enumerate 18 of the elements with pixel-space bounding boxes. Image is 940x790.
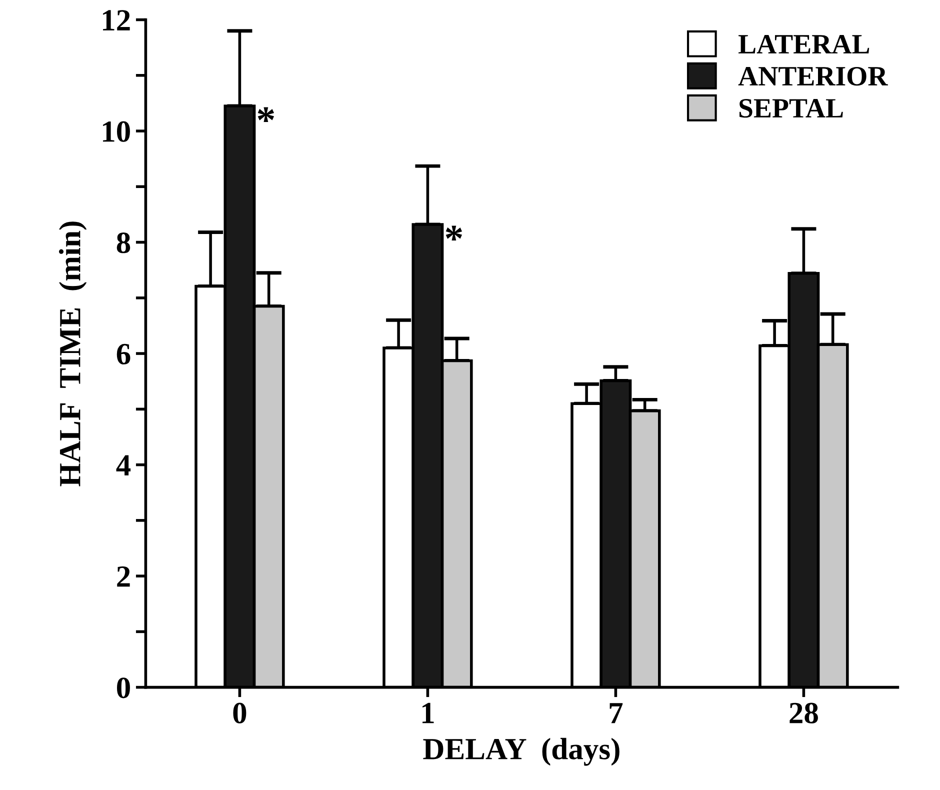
x-tick-label: 28: [790, 702, 818, 724]
annotation: *: [446, 226, 462, 240]
y-tick-label: 4: [116, 455, 131, 476]
annotation: *: [258, 107, 274, 122]
y-tick-label: 0: [117, 678, 130, 698]
legend-label: LATERAL: [738, 35, 870, 54]
y-tick-label: 2: [117, 566, 130, 587]
legend-label: ANTERIOR: [738, 66, 888, 86]
x-tick-label: 0: [233, 702, 246, 724]
y-tick-label: 10: [103, 121, 130, 142]
y-tick-label: 6: [116, 344, 130, 364]
y-tick-label: 8: [116, 232, 130, 254]
y-axis-title: HALF TIME (min): [58, 222, 87, 486]
x-tick-label: 1: [422, 702, 434, 724]
x-axis-title: DELAY (days): [423, 738, 620, 766]
y-tick-label: 12: [103, 10, 130, 30]
x-tick-label: 7: [610, 703, 623, 724]
legend-label: SEPTAL: [740, 99, 843, 118]
